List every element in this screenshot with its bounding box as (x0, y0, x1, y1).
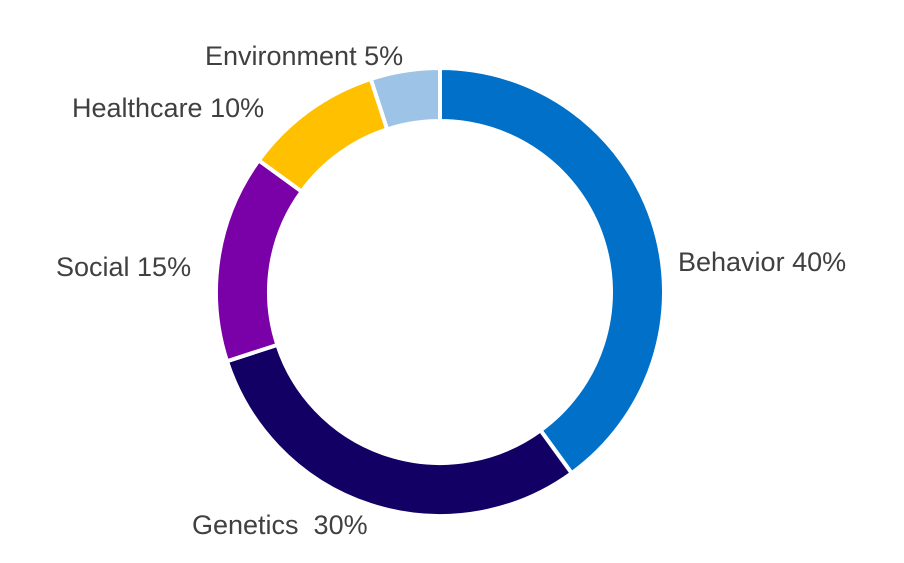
data-label-genetics: Genetics 30% (192, 510, 368, 540)
donut-slice-genetics (224, 342, 575, 518)
slices-layer (214, 65, 666, 518)
data-label-social: Social 15% (56, 252, 191, 282)
labels-layer: Behavior 40% Genetics 30% Social 15% Health… (56, 41, 846, 540)
donut-slice-healthcare (255, 76, 390, 195)
data-label-environment: Environment 5% (205, 41, 403, 71)
donut-slice-environment (368, 65, 442, 132)
data-label-behavior: Behavior 40% (678, 247, 846, 277)
data-label-healthcare: Healthcare 10% (72, 93, 264, 123)
donut-slice-behavior (438, 65, 666, 477)
donut-slice-social (214, 157, 305, 364)
